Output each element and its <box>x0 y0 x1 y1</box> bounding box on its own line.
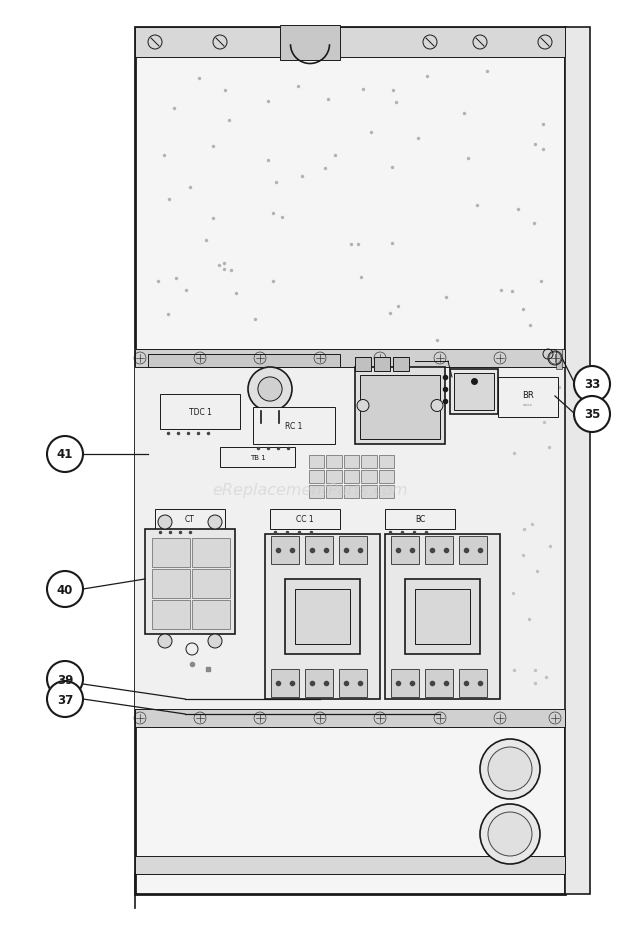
Circle shape <box>248 367 292 411</box>
Text: 35: 35 <box>584 408 600 421</box>
Circle shape <box>488 747 532 792</box>
Bar <box>361 485 376 498</box>
Bar <box>135 28 565 894</box>
Bar <box>454 374 494 410</box>
Bar <box>344 485 359 498</box>
Bar <box>361 470 376 483</box>
Bar <box>152 538 190 567</box>
Bar <box>374 357 390 371</box>
Bar <box>271 669 299 697</box>
Text: eReplacementParts.com: eReplacementParts.com <box>212 482 408 497</box>
Circle shape <box>480 805 540 864</box>
Text: 41: 41 <box>57 448 73 461</box>
Bar <box>135 28 565 58</box>
Bar <box>280 26 340 61</box>
Bar <box>253 407 335 445</box>
Bar <box>192 570 230 599</box>
Bar <box>339 536 367 564</box>
Text: CC 1: CC 1 <box>296 515 314 524</box>
Bar <box>326 485 342 498</box>
Text: 40: 40 <box>57 583 73 596</box>
Bar <box>145 530 235 635</box>
Bar <box>425 536 453 564</box>
Bar <box>379 485 394 498</box>
Bar <box>155 509 225 530</box>
Bar <box>295 589 350 644</box>
Bar <box>270 509 340 530</box>
Circle shape <box>47 436 83 472</box>
Bar <box>192 600 230 629</box>
Bar <box>305 536 333 564</box>
Circle shape <box>258 378 282 402</box>
Bar <box>361 456 376 469</box>
Text: 39: 39 <box>57 673 73 686</box>
Circle shape <box>574 396 610 432</box>
Circle shape <box>574 367 610 403</box>
Circle shape <box>480 740 540 799</box>
Bar <box>344 470 359 483</box>
Bar <box>379 456 394 469</box>
Text: BR: BR <box>522 390 534 399</box>
Bar <box>305 669 333 697</box>
Bar <box>135 856 565 874</box>
Circle shape <box>47 572 83 607</box>
Circle shape <box>158 515 172 530</box>
Bar <box>309 485 324 498</box>
Bar <box>385 535 500 699</box>
Circle shape <box>208 515 222 530</box>
Bar <box>309 456 324 469</box>
Bar <box>391 536 419 564</box>
Bar <box>160 394 240 430</box>
Bar <box>393 357 409 371</box>
Bar <box>285 579 360 654</box>
Bar <box>459 536 487 564</box>
Circle shape <box>357 400 369 412</box>
Bar <box>339 669 367 697</box>
Bar <box>355 367 445 445</box>
Bar <box>192 538 230 567</box>
Bar <box>385 509 455 530</box>
Bar <box>360 376 440 440</box>
Bar <box>259 411 281 423</box>
Circle shape <box>47 681 83 717</box>
Text: BC: BC <box>415 515 425 524</box>
Bar <box>565 28 590 894</box>
Bar <box>152 570 190 599</box>
Bar <box>391 669 419 697</box>
Bar <box>271 536 299 564</box>
Bar <box>405 579 480 654</box>
Bar <box>450 369 498 415</box>
Circle shape <box>208 635 222 649</box>
Text: 33: 33 <box>584 378 600 391</box>
Text: TB 1: TB 1 <box>250 455 265 460</box>
Text: TDC 1: TDC 1 <box>188 407 211 417</box>
Bar <box>135 350 565 709</box>
Bar <box>326 470 342 483</box>
Circle shape <box>431 400 443 412</box>
Bar <box>135 709 565 728</box>
Text: xxxx: xxxx <box>523 403 533 406</box>
Bar <box>309 470 324 483</box>
Text: 37: 37 <box>57 693 73 705</box>
Bar <box>355 357 371 371</box>
Bar <box>498 378 558 418</box>
Bar <box>135 350 565 367</box>
Bar <box>425 669 453 697</box>
Bar <box>148 354 340 367</box>
Bar <box>152 600 190 629</box>
Bar <box>326 456 342 469</box>
Bar <box>459 669 487 697</box>
Bar <box>220 447 295 468</box>
Circle shape <box>158 635 172 649</box>
Bar <box>415 589 470 644</box>
Bar <box>344 456 359 469</box>
Bar <box>556 350 562 369</box>
Text: RC 1: RC 1 <box>285 421 303 431</box>
Bar <box>379 470 394 483</box>
Text: CT: CT <box>185 515 195 524</box>
Circle shape <box>488 812 532 856</box>
Circle shape <box>47 662 83 697</box>
Bar <box>265 535 380 699</box>
